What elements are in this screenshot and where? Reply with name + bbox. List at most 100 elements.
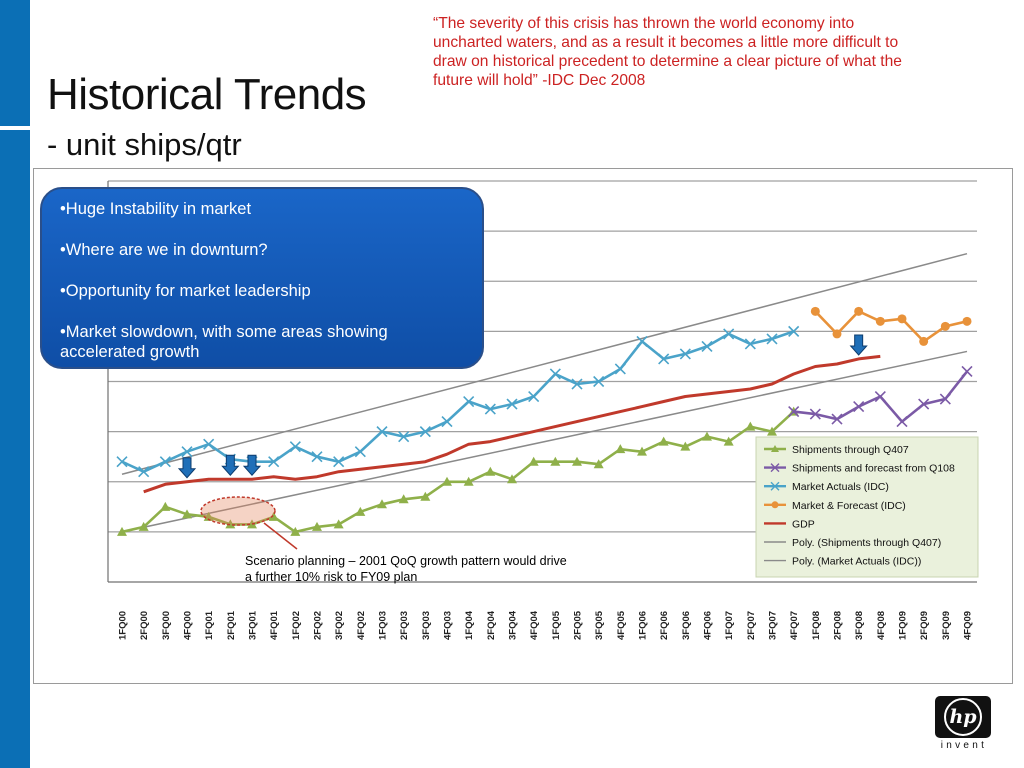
data-point	[463, 476, 474, 486]
legend-entry: Market Actuals (IDC)	[792, 481, 889, 493]
data-point	[961, 365, 973, 378]
down-arrow-icon	[221, 454, 240, 476]
data-point	[637, 446, 647, 456]
data-point	[767, 426, 777, 436]
data-point	[702, 431, 712, 441]
data-point	[484, 403, 496, 415]
data-point	[398, 431, 410, 443]
data-point	[723, 436, 734, 446]
data-point	[615, 444, 626, 454]
data-point	[766, 333, 778, 345]
data-point	[290, 526, 301, 536]
callout-bullet-3: •Opportunity for market leadership	[60, 282, 311, 300]
scenario-highlight	[200, 496, 276, 526]
data-point	[897, 314, 907, 324]
logo-tagline: invent	[940, 740, 988, 751]
data-point	[333, 456, 345, 468]
data-point	[918, 398, 930, 410]
x-tick-label: 4FQ01	[269, 610, 280, 640]
x-tick-label: 1FQ02	[291, 611, 302, 640]
data-point	[160, 501, 171, 511]
data-point	[939, 393, 951, 405]
data-point	[854, 306, 864, 316]
x-tick-label: 3FQ06	[681, 611, 692, 640]
down-arrow-icon	[177, 457, 197, 479]
data-point	[159, 456, 171, 468]
x-tick-label: 3FQ03	[421, 611, 432, 640]
data-point	[919, 336, 929, 346]
data-point	[874, 390, 886, 403]
accent-notch	[0, 126, 30, 130]
x-tick-label: 2FQ09	[919, 611, 930, 640]
data-point	[788, 325, 800, 337]
legend-marker	[770, 481, 780, 491]
data-point	[680, 441, 691, 451]
data-point	[333, 519, 344, 529]
legend-entry: GDP	[792, 518, 815, 530]
down-arrow-icon	[242, 454, 262, 476]
x-tick-label: 3FQ05	[594, 610, 605, 640]
data-point	[355, 506, 366, 516]
x-tick-label: 4FQ08	[876, 611, 887, 640]
hp-logo-icon: hp	[935, 696, 991, 738]
data-point	[788, 406, 800, 418]
x-tick-label: 2FQ05	[573, 610, 584, 640]
idc-quote: “The severity of this crisis has thrown …	[433, 15, 902, 89]
data-point	[354, 446, 366, 458]
data-point	[744, 338, 756, 350]
callout-bullet-1: •Huge Instability in market	[60, 200, 252, 218]
chart-legend	[755, 436, 979, 578]
legend-marker	[770, 463, 780, 473]
data-point	[549, 368, 561, 380]
key-points-callout: •Huge Instability in market •Where are w…	[40, 187, 484, 369]
data-point	[442, 476, 452, 486]
legend-entry: Shipments through Q407	[792, 444, 909, 456]
callout-bullet-4: •Market slowdown, with some areas showin…	[60, 323, 388, 361]
x-tick-label: 1FQ03	[378, 611, 389, 640]
data-point	[853, 400, 865, 413]
x-tick-label: 3FQ00	[161, 611, 172, 640]
x-tick-label: 2FQ04	[486, 610, 497, 640]
x-tick-label: 3FQ01	[248, 610, 259, 640]
page-subtitle: - unit ships/qtr	[47, 127, 242, 162]
left-accent-bar	[0, 0, 30, 768]
legend-entry: Poly. (Market Actuals (IDC))	[792, 556, 921, 568]
x-tick-label: 4FQ04	[529, 610, 540, 640]
trendline	[121, 350, 968, 533]
data-point	[832, 329, 842, 339]
x-tick-label: 2FQ00	[139, 611, 150, 640]
x-tick-label: 3FQ07	[768, 611, 779, 640]
data-point	[419, 426, 431, 438]
data-point	[745, 421, 756, 431]
scenario-note: Scenario planning – 2001 QoQ growth patt…	[245, 554, 567, 584]
data-point	[377, 499, 387, 509]
down-arrow-icon	[849, 334, 868, 356]
x-tick-label: 2FQ06	[659, 611, 670, 640]
data-point	[507, 474, 517, 484]
data-point	[658, 353, 670, 365]
data-point	[203, 438, 215, 450]
data-point	[896, 416, 908, 428]
data-point	[528, 456, 539, 466]
data-point	[398, 494, 409, 504]
x-tick-label: 4FQ00	[183, 611, 194, 640]
callout-bullet-2: •Where are we in downturn?	[60, 241, 268, 259]
data-point	[614, 363, 626, 375]
data-point	[225, 519, 236, 529]
legend-entry: Market & Forecast (IDC)	[792, 500, 906, 512]
data-point	[572, 456, 582, 466]
data-point	[636, 335, 648, 347]
scenario-leader-line	[263, 522, 298, 550]
data-point	[809, 408, 821, 420]
x-tick-label: 1FQ09	[898, 611, 909, 640]
x-tick-label: 1FQ04	[464, 610, 475, 640]
data-point	[289, 441, 301, 453]
legend-entry: Poly. (Shipments through Q407)	[792, 537, 941, 549]
data-point	[550, 456, 561, 466]
data-point	[962, 316, 972, 326]
x-tick-label: 4FQ03	[443, 611, 454, 640]
data-point	[463, 395, 475, 408]
x-tick-label: 3FQ09	[941, 611, 952, 640]
data-point	[116, 456, 128, 468]
